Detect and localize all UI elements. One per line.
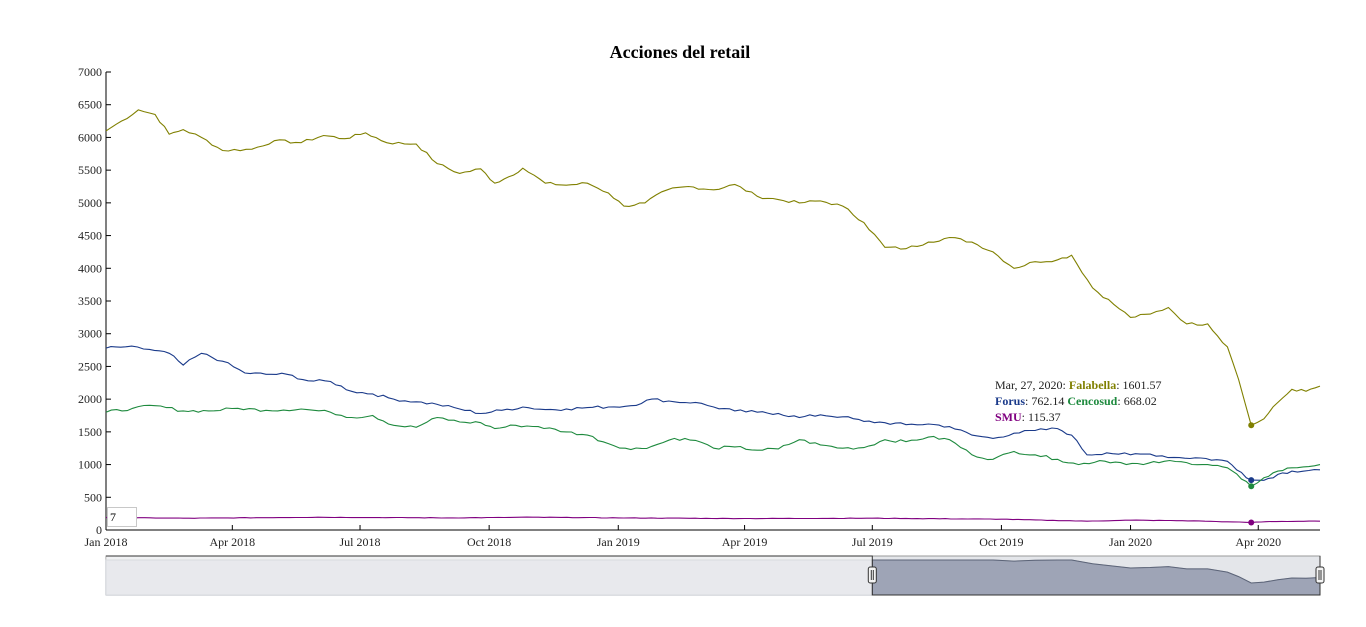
y-tick-label: 5000 (78, 196, 102, 210)
series-lines (105, 109, 1321, 524)
range-unselected-mask (106, 556, 873, 595)
y-tick-label: 6500 (78, 98, 102, 112)
y-tick-label: 2500 (78, 359, 102, 373)
legend-series-forus: Forus (995, 394, 1025, 408)
range-handle-left[interactable] (867, 566, 877, 584)
y-tick-label: 5500 (78, 163, 102, 177)
y-tick-label: 6000 (78, 130, 102, 144)
series-line-cencosud (105, 404, 1321, 487)
y-tick-label: 500 (84, 490, 102, 504)
legend-line-3: SMU: 115.37 (995, 410, 1061, 424)
highlight-dot-cencosud (1248, 483, 1255, 490)
legend-line-2: Forus: 762.14 Cencosud: 668.02 (995, 394, 1157, 408)
legend-series-smu: SMU (995, 410, 1022, 424)
range-selector[interactable] (105, 555, 1325, 596)
axes: 0 500 1000 1500 2000 2500 3000 3500 4000 4500 5000… (78, 65, 1320, 549)
range-window-area (871, 559, 1321, 596)
legend-date: Mar, 27, 2020 (995, 378, 1063, 392)
series-line-falabella (105, 109, 1321, 426)
y-tick-label: 3000 (78, 327, 102, 341)
x-tick-label: Jan 2018 (85, 535, 128, 549)
y-tick-label: 4000 (78, 261, 102, 275)
highlight-dot-falabella (1248, 422, 1255, 429)
y-tick-label: 2000 (78, 392, 102, 406)
y-tick-label: 3500 (78, 294, 102, 308)
legend-value-falabella: 1601.57 (1122, 378, 1162, 392)
x-tick-label: Apr 2018 (209, 535, 255, 549)
legend-series-cencosud: Cencosud (1067, 394, 1118, 408)
series-line-smu (105, 516, 1321, 524)
x-tick-label: Apr 2019 (722, 535, 768, 549)
highlight-dot-smu (1248, 519, 1255, 526)
y-tick-label: 1000 (78, 458, 102, 472)
y-tick-label: 0 (96, 523, 102, 537)
x-tick-label: Apr 2020 (1235, 535, 1281, 549)
legend-value-smu: 115.37 (1028, 410, 1061, 424)
highlight-dots (1248, 422, 1255, 526)
x-tick-label: Jan 2019 (597, 535, 640, 549)
legend-line-1: Mar, 27, 2020: Falabella: 1601.57 (995, 378, 1162, 392)
y-tick-label: 1500 (78, 425, 102, 439)
legend-value-cencosud: 668.02 (1123, 394, 1157, 408)
chart-title: Acciones del retail (610, 42, 751, 62)
y-tick-label: 4500 (78, 229, 102, 243)
highlight-dot-forus (1248, 477, 1255, 484)
x-tick-label: Jul 2018 (340, 535, 381, 549)
x-tick-label: Oct 2018 (467, 535, 511, 549)
legend-value-forus: 762.14 (1031, 394, 1065, 408)
legend-series-falabella: Falabella (1068, 378, 1117, 392)
y-tick-label: 7000 (78, 65, 102, 79)
series-line-forus (105, 345, 1321, 481)
range-handle-right[interactable] (1315, 566, 1325, 584)
roll-period-input[interactable] (107, 507, 137, 527)
hover-legend: Mar, 27, 2020: Falabella: 1601.57 Forus:… (995, 377, 1162, 425)
x-tick-label: Jul 2019 (852, 535, 893, 549)
x-tick-label: Jan 2020 (1109, 535, 1152, 549)
x-tick-label: Oct 2019 (979, 535, 1023, 549)
